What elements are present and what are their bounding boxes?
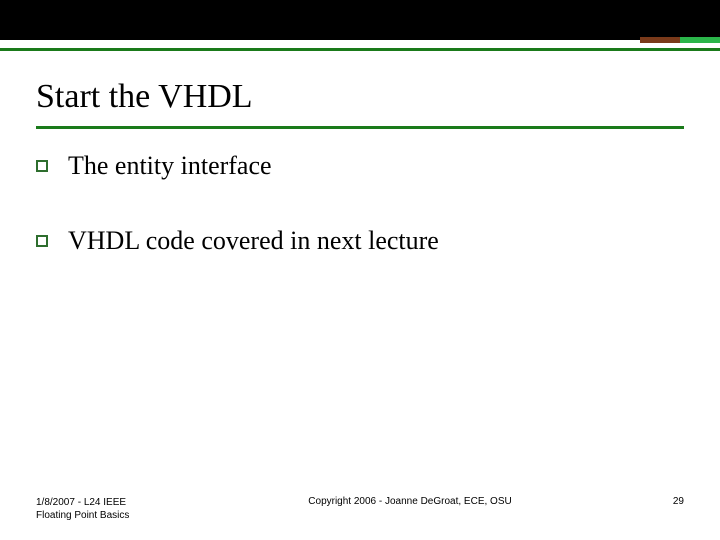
footer-subtitle: Floating Point Basics (36, 509, 186, 522)
bullet-square-icon (36, 235, 48, 247)
accent-square-green (680, 37, 720, 43)
top-green-line (0, 48, 720, 51)
slide-title: Start the VHDL (36, 78, 253, 116)
footer-page-number: 29 (634, 496, 684, 507)
top-black-band (0, 0, 720, 40)
slide: Start the VHDL The entity interface VHDL… (0, 0, 720, 540)
title-underline (36, 126, 684, 129)
footer-copyright: Copyright 2006 - Joanne DeGroat, ECE, OS… (186, 496, 634, 507)
bullet-item: VHDL code covered in next lecture (36, 225, 684, 258)
bullet-square-icon (36, 160, 48, 172)
slide-footer: 1/8/2007 - L24 IEEE Floating Point Basic… (36, 496, 684, 522)
bullet-item: The entity interface (36, 150, 684, 183)
bullet-text: VHDL code covered in next lecture (68, 225, 439, 258)
slide-body: The entity interface VHDL code covered i… (36, 150, 684, 299)
footer-left: 1/8/2007 - L24 IEEE Floating Point Basic… (36, 496, 186, 522)
bullet-text: The entity interface (68, 150, 272, 183)
top-accent-strip (640, 37, 720, 43)
accent-square-dark (640, 37, 680, 43)
footer-date-lecture: 1/8/2007 - L24 IEEE (36, 496, 186, 509)
